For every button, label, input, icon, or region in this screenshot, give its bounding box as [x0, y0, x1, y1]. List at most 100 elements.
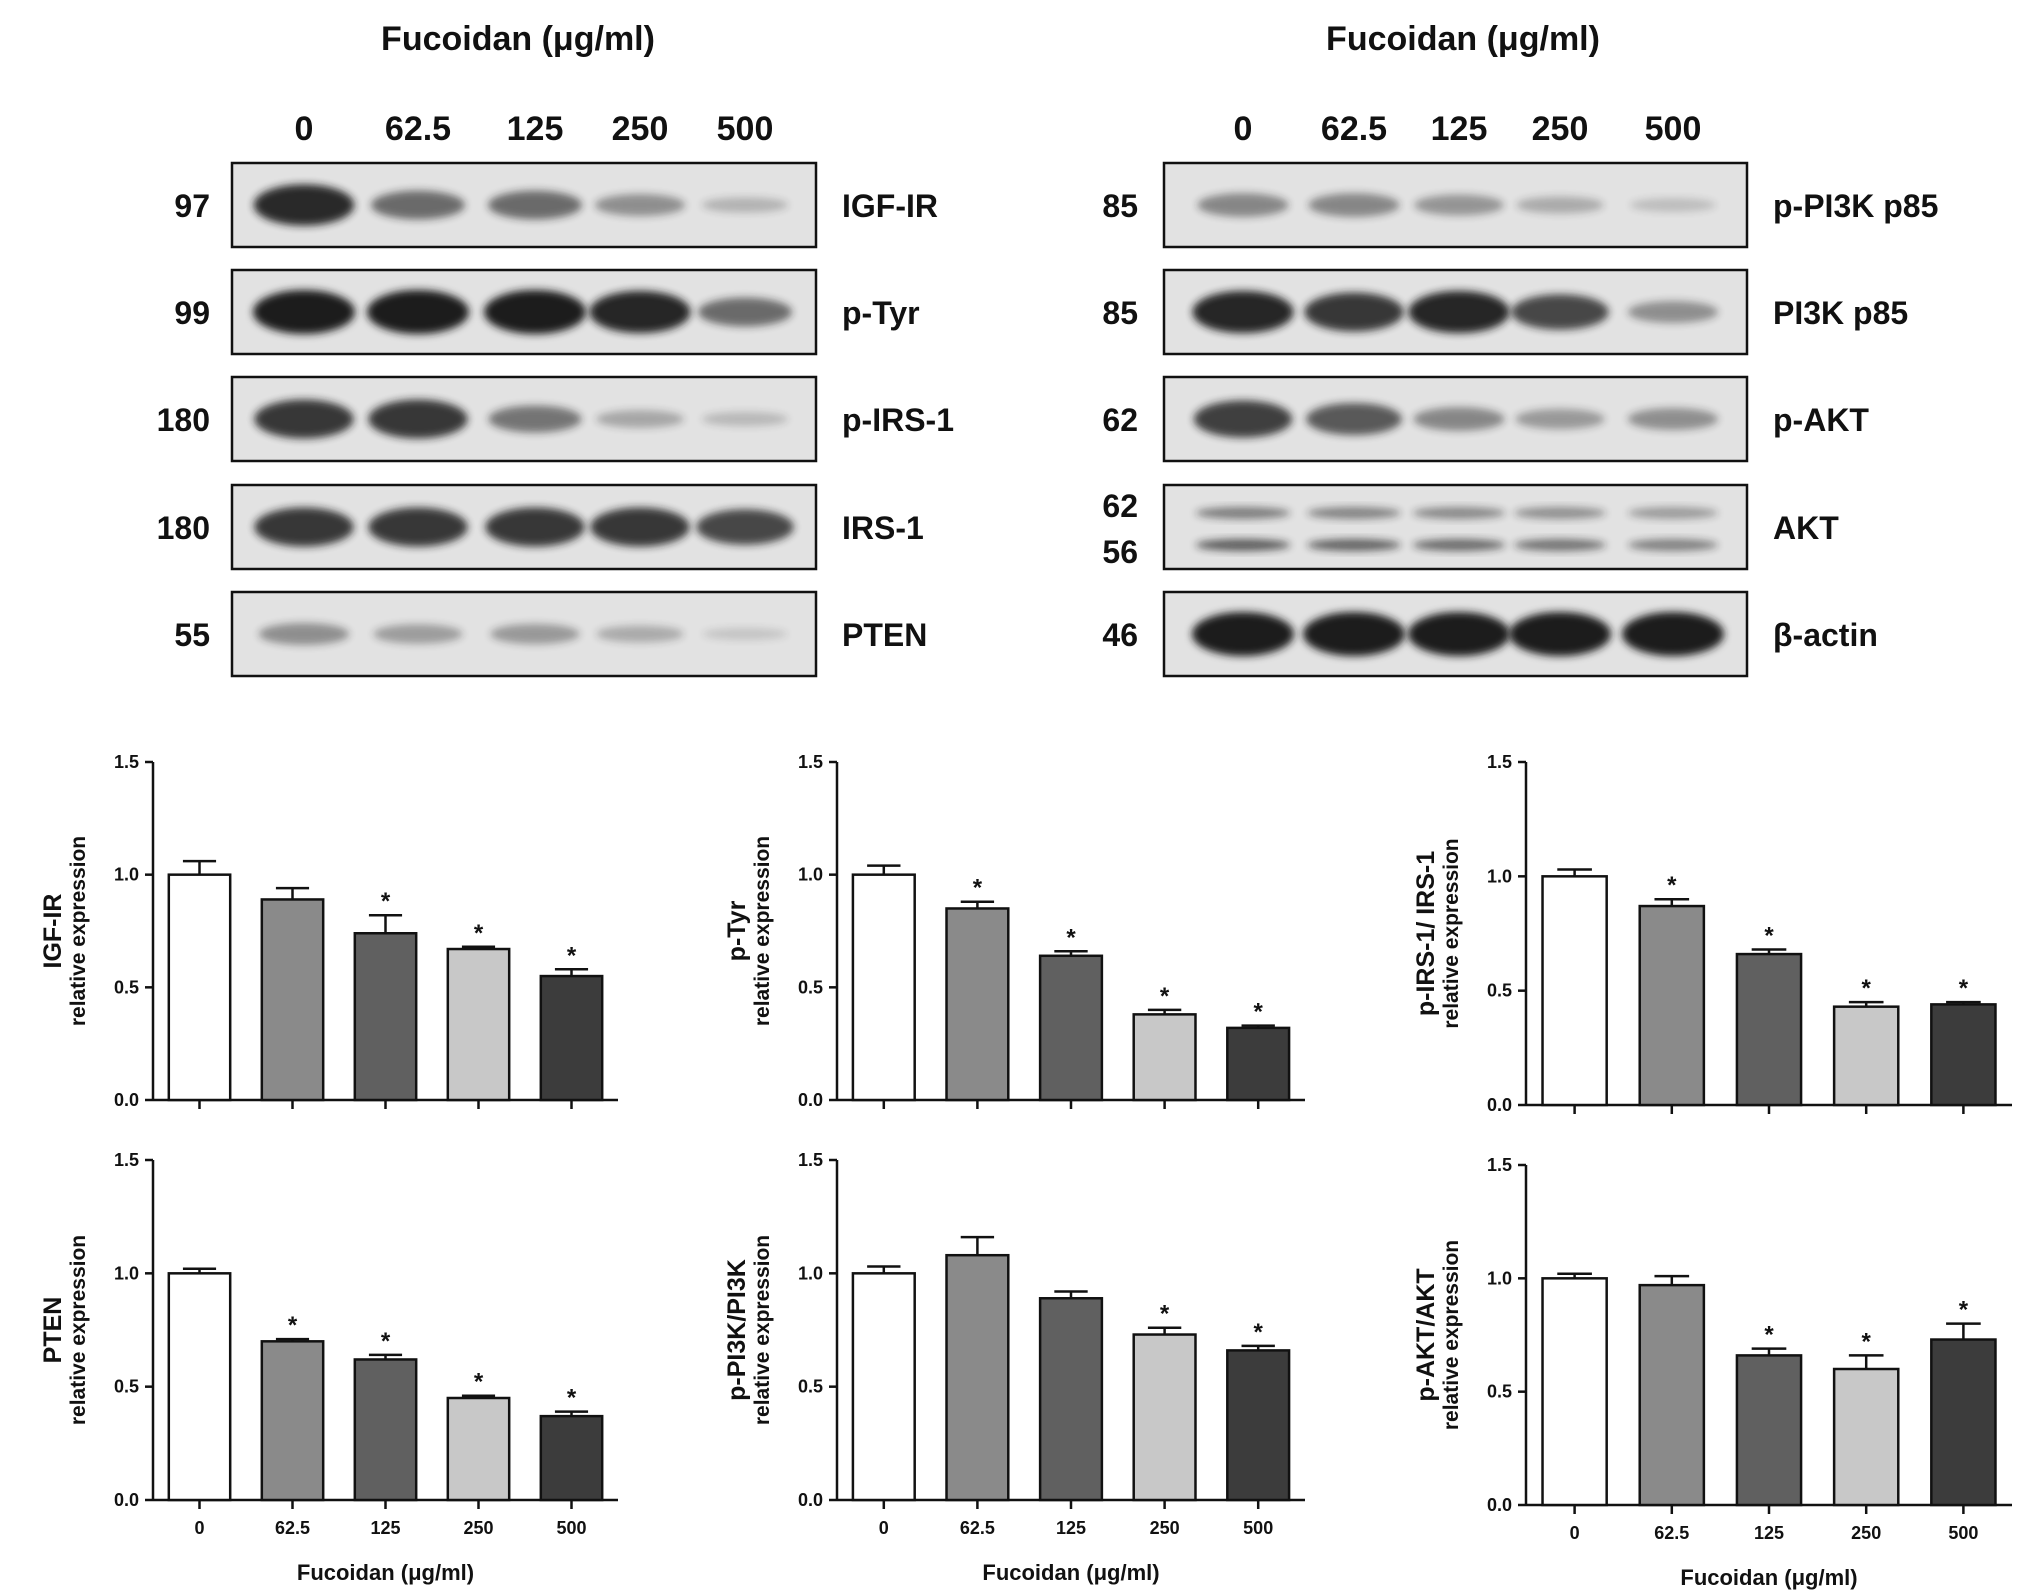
blot-band — [368, 399, 468, 439]
bar — [167, 873, 232, 1102]
blot-band — [1408, 612, 1510, 656]
blot-strip — [1162, 375, 1749, 463]
bar — [1541, 875, 1608, 1107]
y-axis-title: p-IRS-1/ IRS-1 — [1412, 851, 1440, 1016]
protein-label: PI3K p85 — [1773, 295, 1908, 331]
blot-band — [701, 411, 789, 427]
bar — [1638, 904, 1706, 1107]
significance-marker: * — [474, 920, 484, 947]
blot-strip — [1162, 161, 1749, 249]
lane-label: 62.5 — [385, 110, 451, 148]
y-tick-label: 1.5 — [114, 752, 139, 772]
blot-band — [371, 190, 465, 220]
x-tick-label: 0 — [1570, 1523, 1580, 1543]
molecular-weight-label: 99 — [174, 295, 210, 331]
molecular-weight-label: 180 — [157, 510, 210, 546]
bar — [353, 1358, 418, 1502]
bar-chart: 0.0 0.5 1.0 1.5 p-PI3K/PI3K relative expressi… — [723, 1150, 1305, 1585]
blot-band — [1192, 612, 1294, 656]
blot-band — [1408, 290, 1510, 334]
y-axis-title: p-PI3K/PI3K — [723, 1259, 751, 1401]
blot-band — [485, 507, 585, 547]
blot-band — [1306, 402, 1402, 436]
x-tick-label: 250 — [463, 1518, 493, 1538]
blot-band — [596, 410, 684, 428]
x-tick-label: 0 — [879, 1518, 889, 1538]
molecular-weight-label: 62 — [1102, 402, 1138, 438]
molecular-weight-label: 56 — [1102, 534, 1138, 570]
bar — [260, 898, 325, 1102]
y-tick-label: 0.0 — [114, 1090, 139, 1110]
x-tick-label: 62.5 — [1654, 1523, 1689, 1543]
significance-marker: * — [1764, 1322, 1774, 1349]
y-tick-label: 1.0 — [1487, 1268, 1512, 1288]
y-axis-subtitle: relative expression — [1440, 1240, 1463, 1430]
lane-label: 250 — [1532, 110, 1589, 148]
significance-marker: * — [474, 1369, 484, 1396]
y-axis-subtitle: relative expression — [751, 1235, 774, 1425]
bar — [539, 974, 604, 1102]
bar — [1832, 1367, 1900, 1507]
bar — [1735, 952, 1803, 1107]
y-tick-label: 1.0 — [1487, 866, 1512, 886]
significance-marker: * — [1066, 924, 1076, 951]
y-tick-label: 0.0 — [114, 1490, 139, 1510]
molecular-weight-label: 55 — [174, 617, 210, 653]
y-axis-subtitle: relative expression — [751, 836, 774, 1026]
lane-label: 125 — [1431, 110, 1488, 148]
significance-marker: * — [567, 1385, 577, 1412]
significance-marker: * — [973, 875, 983, 902]
y-tick-label: 0.5 — [798, 977, 823, 997]
y-tick-label: 0.5 — [1487, 981, 1512, 1001]
significance-marker: * — [1160, 1301, 1170, 1328]
blot-band — [1516, 196, 1604, 214]
bar-chart: 0.0 0.5 1.0 1.5 p-Tyr relative expression * * * * — [723, 752, 1305, 1110]
right_panel-title: Fucoidan (μg/ml) — [1326, 20, 1600, 58]
y-tick-label: 1.0 — [798, 865, 823, 885]
blot-strip — [230, 590, 818, 678]
bar — [1735, 1354, 1803, 1507]
protein-label: p-AKT — [1773, 402, 1869, 438]
x-tick-label: 500 — [1243, 1518, 1273, 1538]
bar — [1132, 1333, 1197, 1502]
y-tick-label: 1.5 — [1487, 752, 1512, 772]
lane-label: 500 — [1645, 110, 1702, 148]
blot-band — [594, 194, 686, 216]
blot-band — [488, 190, 582, 220]
blot-band — [1509, 612, 1611, 656]
bar — [1226, 1349, 1291, 1502]
y-axis-subtitle: relative expression — [67, 1235, 90, 1425]
bar — [945, 1253, 1010, 1502]
blot-band — [1627, 507, 1719, 519]
blot-band — [373, 624, 463, 644]
protein-label: AKT — [1773, 510, 1839, 546]
significance-marker: * — [1160, 983, 1170, 1010]
blot-band — [1197, 193, 1289, 217]
bar — [1132, 1013, 1197, 1102]
blot-band — [702, 627, 788, 641]
protein-label: PTEN — [842, 617, 927, 653]
significance-marker: * — [1862, 1328, 1872, 1355]
bar — [1638, 1283, 1706, 1507]
blot-band — [1515, 408, 1605, 430]
x-axis-title: Fucoidan (μg/ml) — [1680, 1565, 1857, 1590]
blot-band — [1307, 539, 1401, 551]
blot-band — [589, 290, 691, 334]
blot-band — [1192, 290, 1294, 334]
significance-marker: * — [1862, 975, 1872, 1002]
x-axis-title: Fucoidan (μg/ml) — [297, 1560, 474, 1585]
protein-label: p-IRS-1 — [842, 402, 954, 438]
y-axis-title: PTEN — [39, 1297, 67, 1364]
bar — [1930, 1338, 1997, 1507]
blot-band — [1308, 193, 1400, 217]
x-tick-label: 500 — [556, 1518, 586, 1538]
y-axis-subtitle: relative expression — [1440, 838, 1463, 1028]
bar-chart: 0.0 0.5 1.0 1.5 p-AKT/AKT relative expression… — [1412, 1155, 2012, 1590]
blot-band — [1195, 507, 1291, 519]
x-tick-label: 125 — [1056, 1518, 1086, 1538]
blot-band — [368, 507, 468, 547]
bar — [1930, 1003, 1997, 1107]
blot-band — [1195, 539, 1291, 551]
blot-strip — [1162, 483, 1749, 571]
